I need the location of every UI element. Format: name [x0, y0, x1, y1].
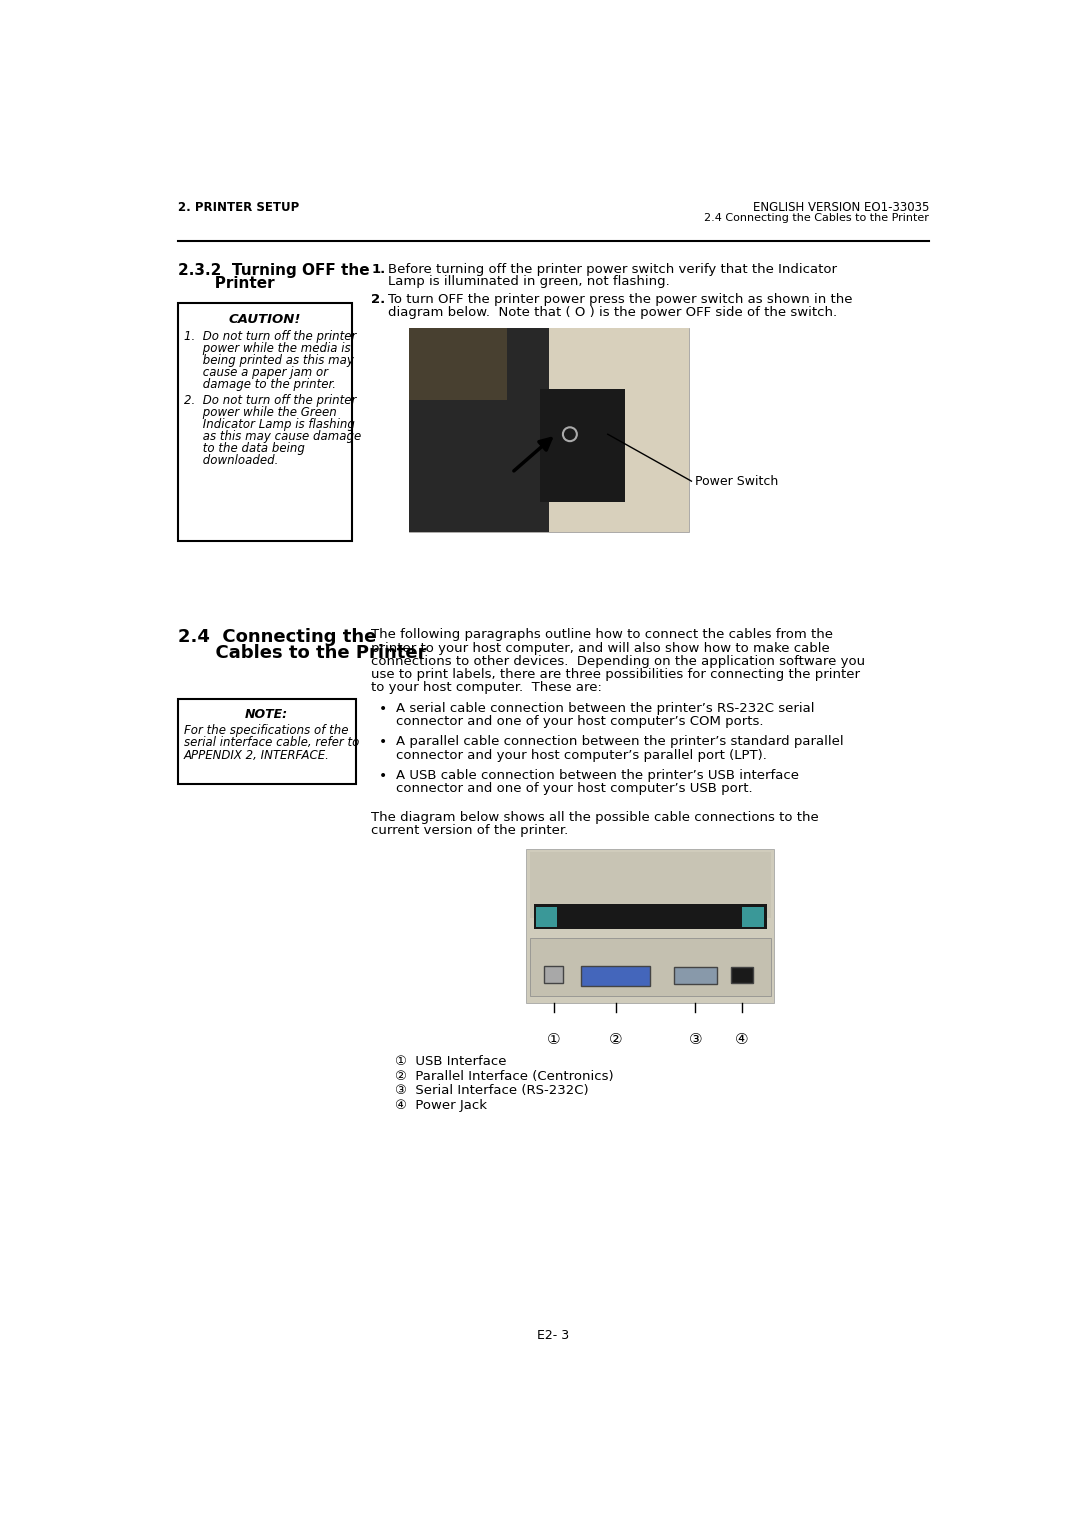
Text: ④: ④ [735, 1031, 748, 1047]
Text: downloaded.: downloaded. [184, 454, 279, 466]
Text: •: • [379, 701, 387, 715]
Text: NOTE:: NOTE: [245, 709, 288, 721]
Text: printer to your host computer, and will also show how to make cable: printer to your host computer, and will … [372, 642, 831, 654]
Bar [540, 390, 624, 501]
Text: being printed as this may: being printed as this may [184, 354, 354, 367]
Bar [408, 329, 563, 532]
Bar [674, 967, 717, 984]
Text: For the specifications of the: For the specifications of the [184, 724, 349, 736]
Text: A USB cable connection between the printer’s USB interface: A USB cable connection between the print… [396, 769, 799, 782]
Text: ③: ③ [689, 1031, 702, 1047]
Bar [742, 908, 764, 927]
Text: 2. PRINTER SETUP: 2. PRINTER SETUP [177, 202, 299, 214]
Bar [177, 303, 352, 541]
Text: ①: ① [546, 1031, 561, 1047]
Bar [408, 329, 507, 399]
Text: power while the media is: power while the media is [184, 342, 350, 356]
Text: ③  Serial Interface (RS-232C): ③ Serial Interface (RS-232C) [394, 1085, 589, 1097]
Text: cause a paper jam or: cause a paper jam or [184, 367, 328, 379]
Text: Before turning off the printer power switch verify that the Indicator: Before turning off the printer power swi… [389, 263, 837, 275]
Text: current version of the printer.: current version of the printer. [372, 824, 569, 837]
Text: power while the Green: power while the Green [184, 406, 337, 419]
Text: A parallel cable connection between the printer’s standard parallel: A parallel cable connection between the … [396, 735, 843, 749]
Text: connector and one of your host computer’s USB port.: connector and one of your host computer’… [396, 782, 753, 796]
Text: connector and one of your host computer’s COM ports.: connector and one of your host computer’… [396, 715, 764, 727]
Text: 1.: 1. [372, 263, 386, 275]
Text: connector and your host computer’s parallel port (LPT).: connector and your host computer’s paral… [396, 749, 767, 761]
Bar [530, 851, 770, 918]
Bar [526, 848, 774, 1002]
Text: APPENDIX 2, INTERFACE.: APPENDIX 2, INTERFACE. [184, 749, 329, 761]
Bar [544, 966, 563, 984]
Text: 2.3.2  Turning OFF the: 2.3.2 Turning OFF the [177, 263, 369, 278]
Text: as this may cause damage: as this may cause damage [184, 429, 361, 443]
Bar [535, 905, 767, 929]
Text: serial interface cable, refer to: serial interface cable, refer to [184, 736, 360, 749]
Text: 2.  Do not turn off the printer: 2. Do not turn off the printer [184, 394, 356, 406]
Text: The following paragraphs outline how to connect the cables from the: The following paragraphs outline how to … [372, 628, 834, 642]
Text: 2.4 Connecting the Cables to the Printer: 2.4 Connecting the Cables to the Printer [704, 212, 930, 223]
Text: 2.: 2. [372, 293, 386, 307]
Text: to the data being: to the data being [184, 442, 305, 455]
Text: Cables to the Printer: Cables to the Printer [177, 643, 427, 662]
Text: •: • [379, 735, 387, 749]
Text: 1.  Do not turn off the printer: 1. Do not turn off the printer [184, 330, 356, 344]
Text: To turn OFF the printer power press the power switch as shown in the: To turn OFF the printer power press the … [389, 293, 853, 307]
Text: use to print labels, there are three possibilities for connecting the printer: use to print labels, there are three pos… [372, 668, 861, 680]
Text: ②  Parallel Interface (Centronics): ② Parallel Interface (Centronics) [394, 1070, 613, 1083]
Bar [731, 967, 753, 983]
Text: Power Switch: Power Switch [694, 475, 778, 487]
Text: ④  Power Jack: ④ Power Jack [394, 1099, 487, 1112]
Text: Printer: Printer [177, 275, 274, 290]
Bar [536, 908, 557, 927]
Text: connections to other devices.  Depending on the application software you: connections to other devices. Depending … [372, 654, 865, 668]
Text: to your host computer.  These are:: to your host computer. These are: [372, 681, 603, 694]
Bar [530, 938, 770, 996]
Bar [581, 966, 650, 986]
Text: damage to the printer.: damage to the printer. [184, 377, 336, 391]
Text: 2.4  Connecting the: 2.4 Connecting the [177, 628, 376, 646]
Text: Indicator Lamp is flashing: Indicator Lamp is flashing [184, 417, 354, 431]
Text: ①  USB Interface: ① USB Interface [394, 1054, 507, 1068]
Text: Lamp is illuminated in green, not flashing.: Lamp is illuminated in green, not flashi… [389, 275, 671, 287]
Text: ②: ② [609, 1031, 622, 1047]
Text: •: • [379, 769, 387, 784]
Text: E2- 3: E2- 3 [538, 1329, 569, 1342]
Bar [177, 700, 356, 784]
Bar [549, 329, 689, 532]
Bar [408, 329, 689, 532]
Text: The diagram below shows all the possible cable connections to the: The diagram below shows all the possible… [372, 811, 819, 824]
Text: CAUTION!: CAUTION! [229, 313, 301, 327]
Text: diagram below.  Note that ( O ) is the power OFF side of the switch.: diagram below. Note that ( O ) is the po… [389, 306, 838, 319]
Text: ENGLISH VERSION EO1-33035: ENGLISH VERSION EO1-33035 [753, 202, 930, 214]
Text: A serial cable connection between the printer’s RS-232C serial: A serial cable connection between the pr… [396, 701, 814, 715]
